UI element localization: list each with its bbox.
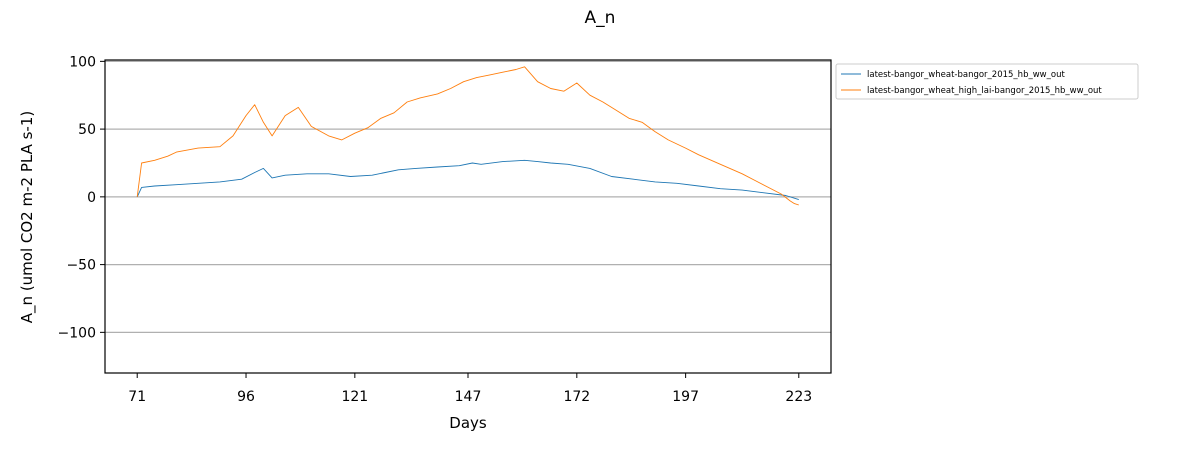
x-tick-label: 197: [672, 389, 699, 405]
tick-layer: −100 −50 0 50 100 71 96 121 147 172 197 223: [58, 54, 813, 405]
y-tick-label: 50: [78, 122, 96, 138]
y-tick-label: 0: [87, 190, 96, 206]
x-tick-label: 121: [341, 389, 368, 405]
legend: latest-bangor_wheat-bangor_2015_hb_ww_ou…: [835, 63, 1139, 100]
x-axis-label: Days: [449, 414, 487, 432]
x-tick-label: 172: [563, 389, 590, 405]
x-tick-label: 71: [128, 389, 146, 405]
y-tick-label: −50: [66, 258, 96, 274]
x-tick-label: 96: [237, 389, 255, 405]
x-tick-label: 223: [785, 389, 812, 405]
y-tick-label: −100: [58, 325, 96, 341]
x-tick-label: 147: [455, 389, 482, 405]
grid-layer: [105, 60, 831, 333]
series-line-1: [136, 159, 799, 201]
chart-title: A_n: [585, 8, 616, 28]
legend-label-1: latest-bangor_wheat-bangor_2015_hb_ww_ou…: [867, 70, 1065, 80]
y-tick-label: 100: [69, 54, 96, 70]
series-layer: [136, 66, 799, 206]
series-line-2: [136, 66, 799, 206]
plot-frame: [104, 59, 832, 374]
legend-box: [835, 63, 1139, 100]
legend-label-2: latest-bangor_wheat_high_lai-bangor_2015…: [867, 86, 1102, 96]
y-axis-label: A_n (umol CO2 m-2 PLA s-1): [18, 111, 37, 323]
